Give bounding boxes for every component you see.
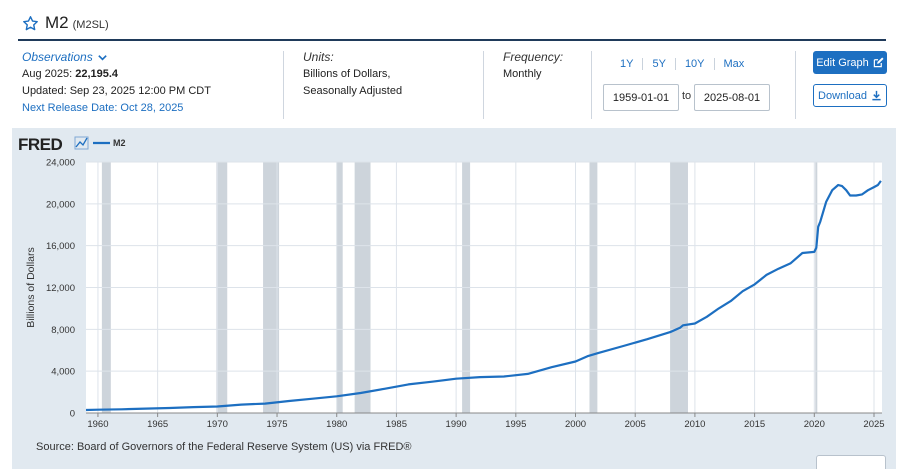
x-tick-label: 1960 bbox=[87, 419, 108, 430]
x-tick-label: 2005 bbox=[625, 419, 646, 430]
fred-logo: FRED bbox=[18, 135, 63, 154]
y-tick-label: 8,000 bbox=[51, 325, 75, 336]
range-selector: 1Y 5Y 10Y Max bbox=[611, 58, 753, 70]
title-row: M2 (M2SL) bbox=[22, 12, 109, 34]
range-10y[interactable]: 10Y bbox=[676, 58, 715, 70]
meta-divider bbox=[591, 51, 592, 119]
observation-value: 22,195.4 bbox=[75, 68, 119, 80]
series-title: M2 bbox=[45, 13, 69, 32]
x-tick-label: 2015 bbox=[744, 419, 765, 430]
units-block: Units: Billions of Dollars, Seasonally A… bbox=[303, 49, 402, 100]
edit-icon bbox=[873, 57, 884, 68]
series-line-m2 bbox=[85, 180, 882, 412]
x-tick-label: 1980 bbox=[326, 419, 347, 430]
units-label: Units: bbox=[303, 50, 334, 64]
x-tick-label: 2025 bbox=[863, 419, 884, 430]
y-tick-label: 20,000 bbox=[46, 199, 75, 210]
range-5y[interactable]: 5Y bbox=[643, 58, 676, 70]
legend-label-m2: M2 bbox=[113, 138, 126, 148]
x-tick-label: 1995 bbox=[505, 419, 526, 430]
controls-divider bbox=[795, 51, 796, 119]
end-date-input[interactable] bbox=[694, 84, 770, 111]
range-1y[interactable]: 1Y bbox=[611, 58, 644, 70]
observations-label: Observations bbox=[22, 50, 93, 64]
title-divider bbox=[18, 39, 886, 41]
download-button[interactable]: Download bbox=[813, 84, 887, 107]
x-tick-label: 1965 bbox=[147, 419, 168, 430]
range-max[interactable]: Max bbox=[723, 58, 745, 70]
x-tick-label: 1975 bbox=[266, 419, 287, 430]
y-tick-label: 4,000 bbox=[51, 367, 75, 378]
frequency-value: Monthly bbox=[503, 68, 542, 80]
y-tick-label: 0 bbox=[70, 409, 75, 420]
frequency-label: Frequency: bbox=[503, 50, 564, 64]
observation-date: Aug 2025: bbox=[22, 68, 73, 80]
meta-divider bbox=[283, 51, 284, 119]
fred-chart-icon bbox=[74, 136, 89, 150]
x-tick-label: 2010 bbox=[684, 419, 705, 430]
units-line-1: Billions of Dollars, bbox=[303, 68, 391, 80]
latest-observation: Aug 2025: 22,195.4 bbox=[22, 66, 211, 83]
x-tick-label: 1985 bbox=[386, 419, 407, 430]
x-tick-label: 1990 bbox=[446, 419, 467, 430]
x-tick-label: 2020 bbox=[804, 419, 825, 430]
y-tick-label: 24,000 bbox=[46, 158, 75, 169]
download-label: Download bbox=[818, 89, 867, 102]
edit-graph-button[interactable]: Edit Graph bbox=[813, 51, 887, 74]
to-label: to bbox=[682, 90, 692, 102]
meta-divider bbox=[483, 51, 484, 119]
next-release-link[interactable]: Next Release Date: Oct 28, 2025 bbox=[22, 102, 184, 114]
series-id: (M2SL) bbox=[72, 18, 109, 31]
star-icon[interactable] bbox=[22, 15, 39, 32]
observations-block: Observations Aug 2025: 22,195.4 Updated:… bbox=[22, 49, 211, 117]
start-date-input[interactable] bbox=[603, 84, 679, 111]
updated-text: Updated: Sep 23, 2025 12:00 PM CDT bbox=[22, 85, 211, 97]
source-note: Source: Board of Governors of the Federa… bbox=[36, 441, 412, 453]
fred-chart-icon-line bbox=[75, 137, 88, 148]
observations-dropdown[interactable]: Observations bbox=[22, 49, 211, 66]
download-icon bbox=[872, 90, 881, 101]
x-tick-label: 1970 bbox=[207, 419, 228, 430]
chevron-down-icon bbox=[97, 55, 107, 61]
share-links-button[interactable] bbox=[816, 455, 886, 469]
edit-graph-label: Edit Graph bbox=[816, 56, 869, 69]
units-line-2: Seasonally Adjusted bbox=[303, 85, 403, 97]
y-tick-label: 12,000 bbox=[46, 283, 75, 294]
frequency-block: Frequency: Monthly bbox=[503, 49, 563, 83]
y-tick-label: 16,000 bbox=[46, 241, 75, 252]
x-tick-label: 2000 bbox=[565, 419, 586, 430]
y-axis-label: Billions of Dollars bbox=[25, 247, 37, 328]
